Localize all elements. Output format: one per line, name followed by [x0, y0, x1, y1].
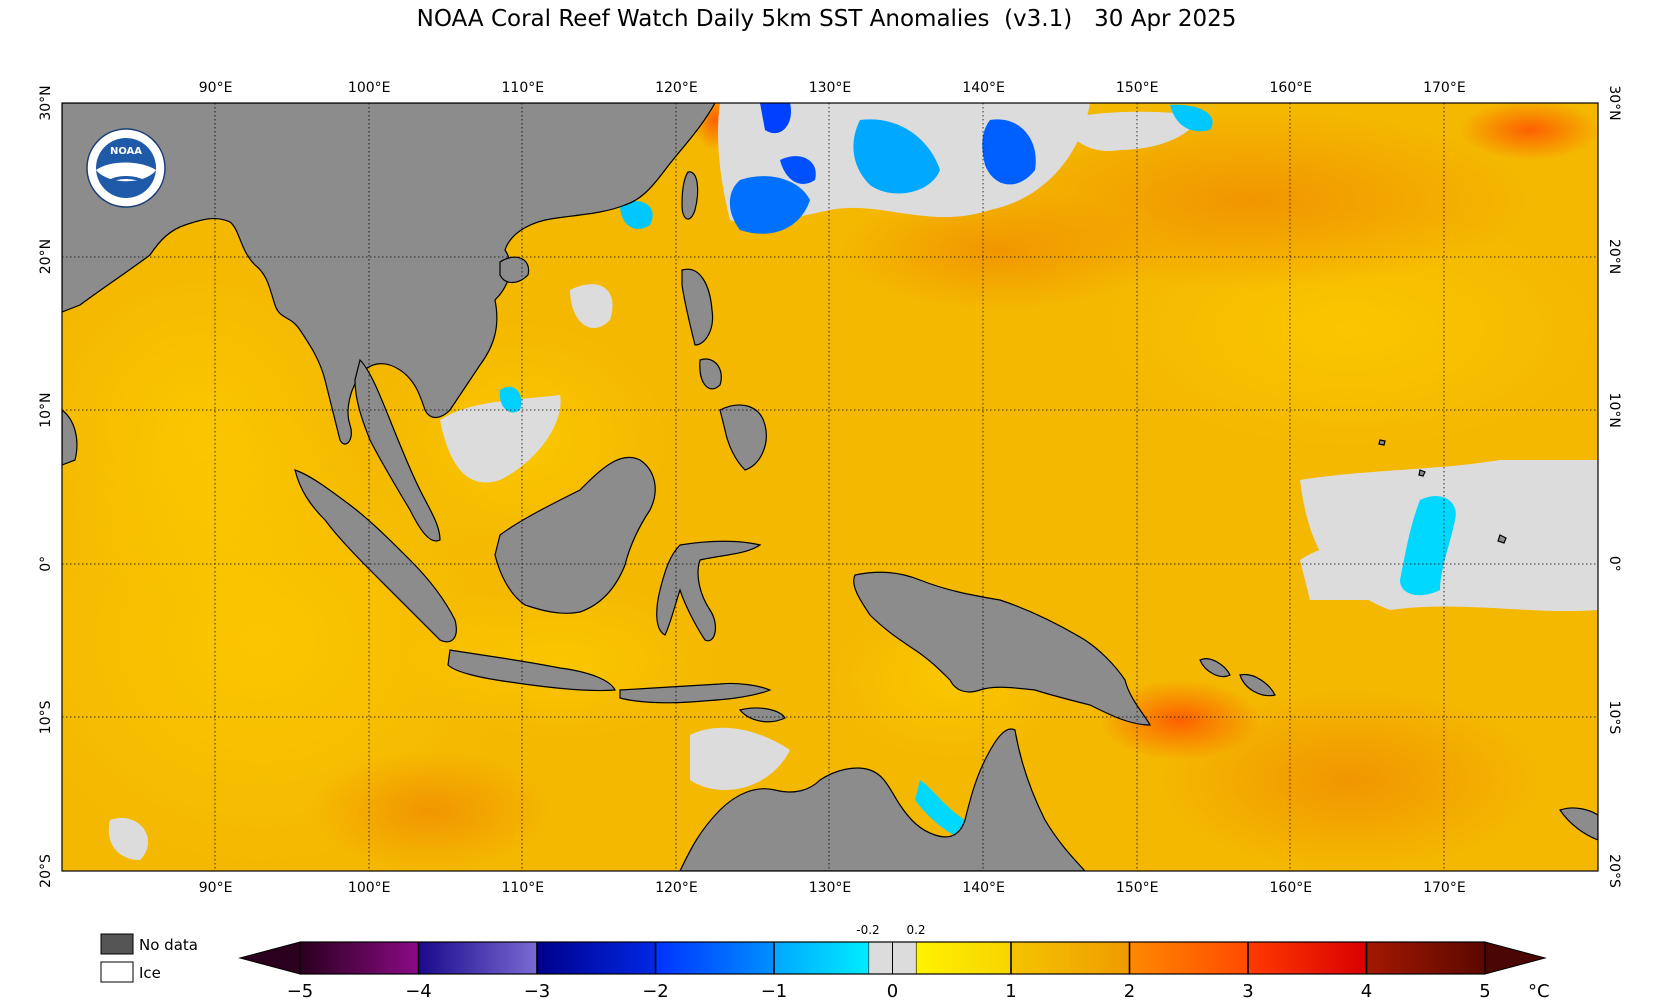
lon-label-bottom: 90°E: [199, 880, 233, 896]
lat-label-right: 30°N: [1606, 85, 1622, 120]
colorbar-segment: [418, 942, 537, 974]
lon-label-top: 130°E: [809, 80, 852, 96]
map-frame: [61, 102, 1599, 872]
longitude-labels-top: 90°E 100°E 110°E 120°E 130°E 140°E 150°E 160°E 1…: [199, 80, 1466, 96]
colorbar-tick-label: −5: [287, 981, 314, 1002]
graticule: [62, 103, 1598, 871]
lat-label-left: 0°: [38, 556, 54, 572]
legend: No data Ice: [100, 933, 198, 983]
lat-label-right: 20°S: [1606, 854, 1622, 888]
colorbar-segment: [1129, 942, 1248, 974]
lat-label-left: 10°N: [38, 393, 54, 428]
noaa-logo: NOAA: [86, 128, 166, 208]
noaa-logo-text: NOAA: [110, 146, 142, 157]
colorbar-segment: [1011, 942, 1130, 974]
lon-label-bottom: 150°E: [1116, 880, 1159, 896]
ice-swatch: [100, 961, 134, 983]
no-data-swatch: [100, 933, 134, 955]
colorbar-tick-label: 3: [1242, 981, 1253, 1002]
colorbar-segment: [1366, 942, 1485, 974]
colorbar-segment: [916, 942, 1011, 974]
colorbar-tick-label: 4: [1361, 981, 1372, 1002]
colorbar-tick-label: 2: [1124, 981, 1135, 1002]
lat-label-right: 10°N: [1606, 393, 1622, 428]
colorbar-segment: [774, 942, 869, 974]
lat-label-left: 30°N: [38, 85, 54, 120]
lon-label-top: 90°E: [199, 80, 233, 96]
lon-label-bottom: 160°E: [1270, 880, 1313, 896]
lon-label-top: 170°E: [1423, 80, 1466, 96]
lon-label-bottom: 120°E: [655, 880, 698, 896]
colorbar-segment: [1248, 942, 1367, 974]
lon-label-bottom: 100°E: [348, 880, 391, 896]
colorbar-tick-label: 0: [887, 981, 898, 1002]
no-data-label: No data: [139, 936, 198, 954]
colorbar-tick-label: −3: [524, 981, 551, 1002]
lon-label-bottom: 130°E: [809, 880, 852, 896]
colorbar-max-arrow: [1484, 941, 1547, 975]
land: [62, 103, 1598, 871]
neutral-low-label: -0.2: [856, 923, 879, 937]
lat-label-left: 10°S: [38, 700, 54, 734]
latitude-labels-right: 30°N 20°N 10°N 0° 10°S 20°S: [1606, 85, 1622, 888]
lon-label-top: 150°E: [1116, 80, 1159, 96]
neutral-high-label: 0.2: [906, 923, 925, 937]
colorbar-tick-label: 5: [1479, 981, 1490, 1002]
colorbar-min-arrow: [238, 941, 301, 975]
lat-label-right: 0°: [1606, 556, 1622, 572]
colorbar-tick-label: −4: [405, 981, 432, 1002]
lat-label-left: 20°N: [38, 239, 54, 274]
colorbar-segment: [537, 942, 656, 974]
lat-label-left: 20°S: [38, 854, 54, 888]
lat-label-right: 20°N: [1606, 239, 1622, 274]
colorbar-tick-label: −1: [761, 981, 788, 1002]
lon-label-top: 110°E: [502, 80, 545, 96]
latitude-labels-left: 30°N 20°N 10°N 0° 10°S 20°S: [38, 85, 54, 888]
map-title: NOAA Coral Reef Watch Daily 5km SST Anom…: [416, 6, 1237, 32]
colorbar-tick-label: −2: [642, 981, 669, 1002]
colorbar: −5 −4 −3 −2 −1 0 1 2 3 4 5 -0.2 0.2 °C: [238, 923, 1550, 1002]
ice-label: Ice: [139, 964, 161, 982]
lat-label-right: 10°S: [1606, 701, 1622, 735]
colorbar-segment: [655, 942, 774, 974]
colorbar-unit: °C: [1528, 981, 1550, 1002]
lon-label-bottom: 110°E: [502, 880, 545, 896]
lon-label-top: 120°E: [655, 80, 698, 96]
map-field: [62, 103, 1598, 871]
lon-label-bottom: 140°E: [962, 880, 1005, 896]
colorbar-segment: [300, 942, 419, 974]
lon-label-bottom: 170°E: [1423, 880, 1466, 896]
lon-label-top: 100°E: [348, 80, 391, 96]
longitude-labels-bottom: 90°E 100°E 110°E 120°E 130°E 140°E 150°E 160°E 1…: [199, 880, 1466, 896]
lon-label-top: 140°E: [962, 80, 1005, 96]
lon-label-top: 160°E: [1270, 80, 1313, 96]
colorbar-tick-label: 1: [1005, 981, 1016, 1002]
